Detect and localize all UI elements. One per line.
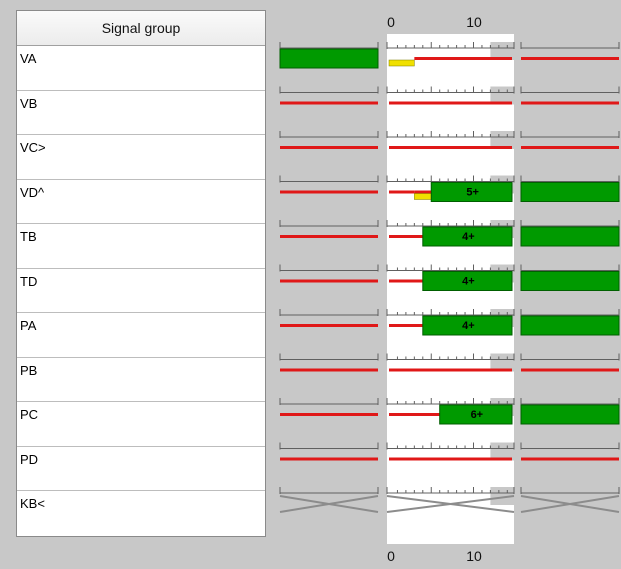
cycle-end-shade <box>490 487 514 505</box>
signal-group-row[interactable]: TD <box>17 269 265 313</box>
signal-group-rows: VA VB VC> VD^ TB TD PA PB PC PD KB< <box>17 46 265 536</box>
next-cycle-bar-cross <box>520 495 620 513</box>
signal-green-phase[interactable] <box>422 226 513 247</box>
previous-cycle-bar-red[interactable] <box>280 279 378 283</box>
signal-green-phase[interactable] <box>439 404 513 425</box>
signal-red-phase[interactable] <box>389 413 440 416</box>
green-phase-label: 4+ <box>462 231 475 243</box>
signal-group-row[interactable]: VB <box>17 91 265 135</box>
signal-group-row[interactable]: TB <box>17 224 265 269</box>
signal-group-row[interactable]: VA <box>17 46 265 91</box>
next-cycle-bar-green[interactable] <box>520 271 620 291</box>
cycle-end-shade <box>490 42 514 60</box>
cycle-end-shade <box>490 131 514 149</box>
next-cycle-bar-green[interactable] <box>520 315 620 336</box>
signal-group-list: Signal group VA VB VC> VD^ TB TD PA PB PC PD KB< <box>16 10 266 537</box>
next-cycle-bar-red[interactable] <box>521 146 619 149</box>
next-cycle-bar-red[interactable] <box>521 368 619 372</box>
signal-red-phase[interactable] <box>414 190 432 194</box>
axis-tick-label-top: 0 <box>387 14 395 30</box>
previous-cycle-bar-red[interactable] <box>280 190 378 194</box>
axis-tick-label-bottom: 10 <box>466 548 482 564</box>
signal-red-phase[interactable] <box>389 146 512 149</box>
cycle-end-shade <box>490 86 514 105</box>
signal-group-row[interactable]: KB< <box>20 496 45 511</box>
signal-red-phase[interactable] <box>389 324 423 327</box>
signal-group-row[interactable]: VD^ <box>17 180 265 224</box>
signal-red-phase[interactable] <box>389 457 512 461</box>
signal-amber-phase[interactable] <box>388 59 415 67</box>
previous-cycle-bar-red[interactable] <box>280 146 378 149</box>
signal-red-phase[interactable] <box>389 190 415 194</box>
cycle-end-shade <box>490 353 514 372</box>
signal-red-phase[interactable] <box>389 235 423 238</box>
signal-green-phase[interactable] <box>430 182 513 202</box>
signal-group-row[interactable]: PC <box>17 402 265 447</box>
next-cycle-bar-green[interactable] <box>520 226 620 247</box>
signal-green-phase[interactable] <box>422 271 513 291</box>
previous-cycle-bar-red[interactable] <box>280 368 378 372</box>
next-cycle-bar-red[interactable] <box>521 101 619 105</box>
green-phase-label: 4+ <box>462 276 475 288</box>
signal-cross <box>386 495 515 513</box>
next-cycle-bar-green[interactable] <box>520 182 620 202</box>
next-cycle-bar-green[interactable] <box>520 404 620 425</box>
signal-red-phase[interactable] <box>414 57 512 60</box>
signal-group-row[interactable]: VC> <box>17 135 265 180</box>
signal-red-phase[interactable] <box>389 368 512 372</box>
next-cycle-bar-red[interactable] <box>521 57 619 60</box>
signal-red-phase[interactable] <box>389 101 512 105</box>
signal-amber-phase[interactable] <box>414 193 432 200</box>
previous-cycle-bar-red[interactable] <box>280 413 378 416</box>
signal-red-phase[interactable] <box>389 279 423 283</box>
green-phase-label: 6+ <box>471 409 484 421</box>
axis-tick-label-bottom: 0 <box>387 548 395 564</box>
next-cycle-bar-red[interactable] <box>521 457 619 461</box>
green-phase-label: 5+ <box>466 187 479 199</box>
signal-group-row[interactable]: PB <box>17 358 265 402</box>
previous-cycle-bar-cross <box>279 495 379 513</box>
signal-group-row[interactable]: PA <box>17 313 265 358</box>
previous-cycle-bar-red[interactable] <box>280 101 378 105</box>
previous-cycle-bar-red[interactable] <box>280 324 378 327</box>
green-phase-label: 4+ <box>462 320 475 332</box>
signal-group-row[interactable]: PD <box>17 447 265 491</box>
cycle-end-shade <box>490 442 514 461</box>
signal-group-header[interactable]: Signal group <box>17 11 265 46</box>
previous-cycle-bar-red[interactable] <box>280 457 378 461</box>
previous-cycle-bar-green[interactable] <box>279 48 379 69</box>
signal-green-phase[interactable] <box>422 315 513 336</box>
axis-tick-label-top: 10 <box>466 14 482 30</box>
previous-cycle-bar-red[interactable] <box>280 235 378 238</box>
